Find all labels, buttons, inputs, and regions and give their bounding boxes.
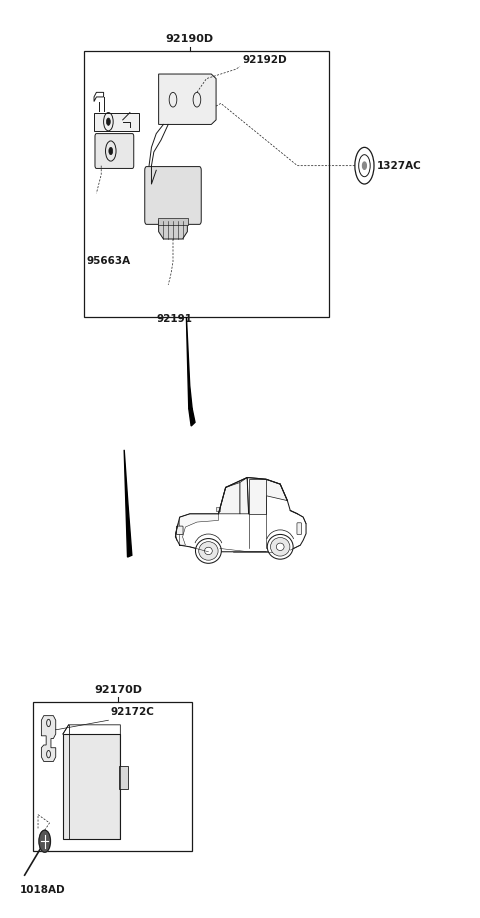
Text: 92172C: 92172C [111, 708, 155, 718]
Polygon shape [240, 477, 249, 514]
Ellipse shape [204, 547, 212, 554]
Bar [157, 218, 188, 225]
Circle shape [362, 162, 366, 169]
Text: 92190D: 92190D [166, 34, 214, 44]
Ellipse shape [267, 534, 293, 559]
Ellipse shape [195, 539, 221, 564]
Polygon shape [266, 479, 288, 500]
Polygon shape [158, 220, 187, 239]
Polygon shape [218, 483, 240, 514]
Polygon shape [158, 74, 216, 125]
Text: 92191: 92191 [156, 314, 192, 324]
Bar [120, 766, 128, 789]
Polygon shape [216, 508, 220, 510]
Polygon shape [180, 514, 218, 545]
Circle shape [109, 148, 113, 155]
Bar [94, 113, 140, 131]
Text: 95663A: 95663A [87, 255, 131, 265]
FancyBboxPatch shape [95, 134, 134, 168]
Circle shape [107, 118, 110, 126]
FancyBboxPatch shape [145, 166, 201, 224]
Text: 1327AC: 1327AC [376, 161, 421, 171]
Polygon shape [186, 317, 192, 409]
FancyBboxPatch shape [297, 522, 301, 534]
Text: 92170D: 92170D [94, 685, 142, 695]
Polygon shape [189, 409, 195, 426]
Bar [84, 51, 328, 317]
Polygon shape [124, 450, 132, 557]
Text: 92192D: 92192D [242, 55, 287, 65]
Ellipse shape [199, 542, 218, 560]
Bar [33, 702, 192, 851]
Bar [63, 734, 120, 839]
Polygon shape [41, 716, 56, 762]
FancyBboxPatch shape [176, 526, 183, 534]
Polygon shape [249, 479, 266, 514]
Circle shape [39, 830, 50, 852]
Text: 1018AD: 1018AD [20, 885, 65, 895]
Ellipse shape [276, 543, 284, 551]
Ellipse shape [271, 538, 290, 556]
